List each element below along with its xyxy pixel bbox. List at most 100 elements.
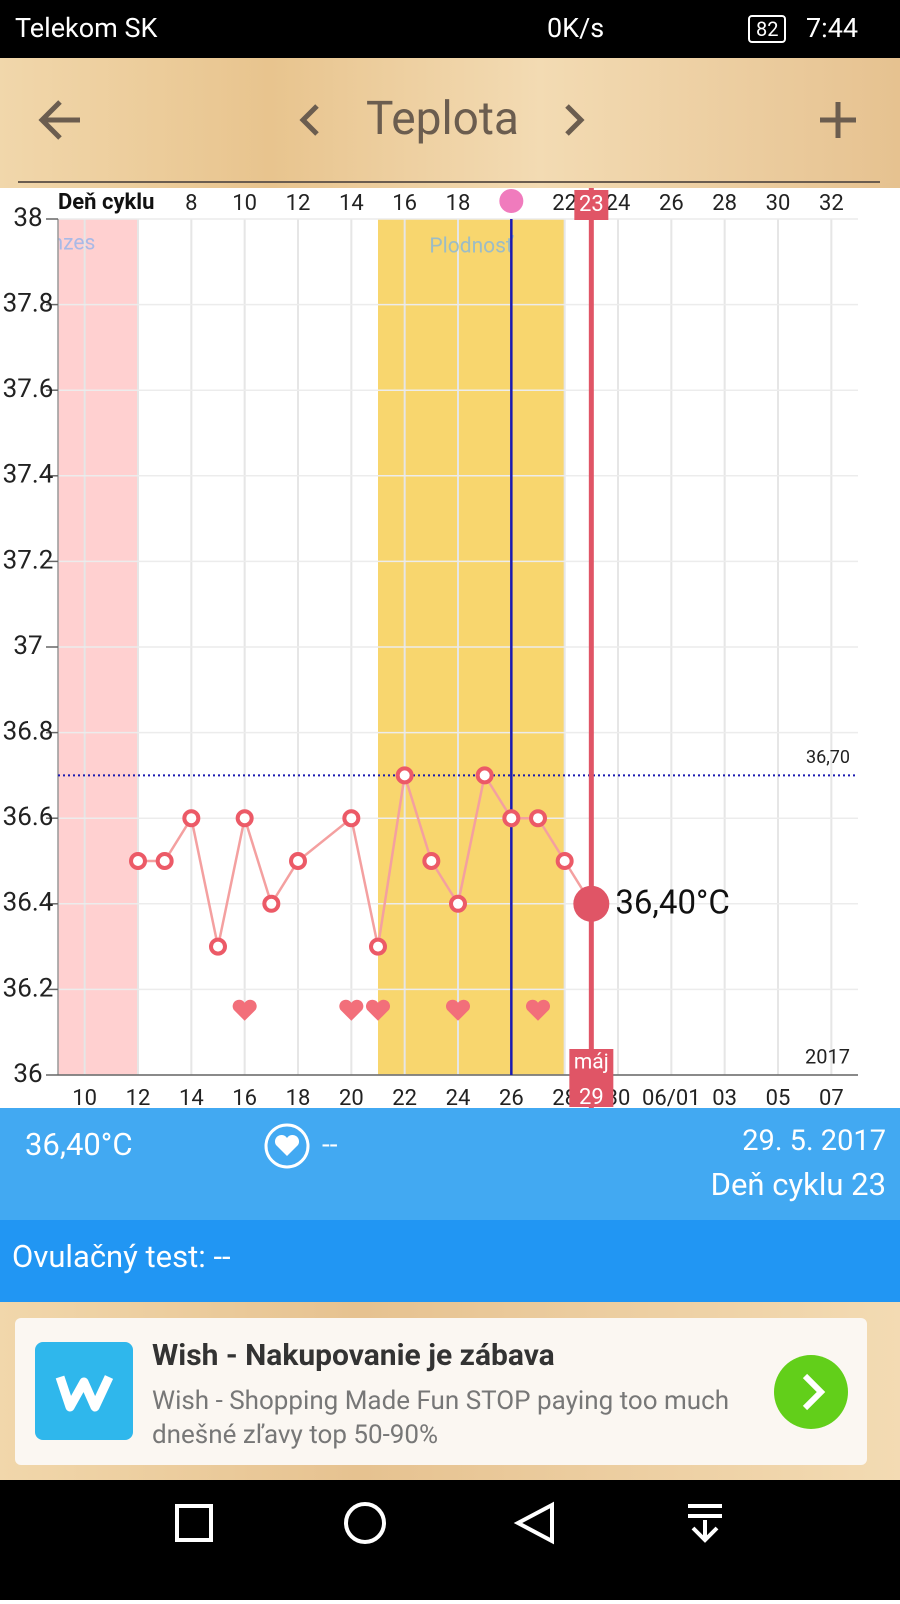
y-tick-label: 36.4 (3, 888, 54, 918)
x-tick-label: 03 (712, 1086, 737, 1108)
temperature-point (449, 894, 467, 913)
x2-tick-label: 12 (286, 191, 311, 216)
ad-title: Wish - Nakupovanie je zábava (152, 1338, 555, 1373)
temperature-point (342, 809, 361, 828)
toolbar-icons (18, 100, 880, 183)
heart (445, 999, 471, 1021)
recents-button[interactable] (175, 1504, 213, 1542)
x-tick-label: 26 (499, 1086, 524, 1108)
x2-tick-label: 30 (766, 191, 791, 216)
carrier: Telekom SK (15, 12, 158, 44)
y-tick-label: 36.2 (3, 973, 54, 1003)
notifications-button[interactable] (688, 1504, 722, 1543)
prev-button[interactable] (299, 104, 319, 136)
temperature-point (395, 766, 414, 785)
temperature-point (289, 852, 307, 870)
x-tick-label: 22 (392, 1086, 417, 1108)
temperature-point (529, 809, 547, 828)
ad-card[interactable]: Wish - Nakupovanie je zábava Wish - Shop… (15, 1318, 867, 1465)
x2-tick-label: 26 (659, 191, 684, 216)
temperature-point (209, 937, 227, 956)
nav-bar (0, 1480, 900, 1600)
y-tick-label: 38 (13, 203, 42, 233)
x-tick-label: 24 (446, 1086, 471, 1108)
heart (339, 999, 364, 1021)
ad-text: Wish - Shopping Made Fun STOP paying too… (152, 1386, 730, 1450)
x-tick-label: 06/01 (642, 1086, 701, 1108)
x2-tick-label: 28 (712, 191, 737, 216)
x2-tick-label: 22 (552, 191, 577, 216)
date: 29. 5. 2017 (742, 1124, 886, 1158)
selected-label: 36,40°C (615, 884, 730, 923)
selected-top-box (574, 190, 609, 220)
x-tick-label: 14 (179, 1086, 204, 1108)
heart (232, 999, 257, 1021)
ovulation-test: Ovulačný test: -- (12, 1238, 231, 1275)
temperature-point (555, 852, 574, 870)
chart: MenzesPlodnosť3636.236.436.636.83737.237… (0, 188, 858, 1108)
ad-banner: Wish - Nakupovanie je zábava Wish - Shop… (0, 1302, 900, 1480)
x-tick-label: 20 (339, 1086, 364, 1108)
temperature-point (129, 852, 147, 870)
x2-tick-label: 10 (232, 191, 257, 216)
ad-logo (35, 1342, 133, 1440)
y-tick-label: 36 (13, 1059, 42, 1089)
selected-point (573, 885, 610, 922)
x2-tick-label: 14 (339, 191, 364, 216)
nav-icons (175, 1501, 722, 1545)
temperature-point (182, 809, 201, 828)
x-axis-title: Deň cyklu (58, 190, 154, 215)
toolbar-title: Teplota (366, 92, 519, 146)
selected-cycle-day: 23 (579, 192, 604, 217)
y-tick-label: 37.2 (3, 545, 54, 575)
selected-bottom-box (569, 1049, 614, 1107)
home-button[interactable] (344, 1502, 386, 1544)
ovulation-bar: Ovulačný test: -- (0, 1220, 900, 1302)
x2-tick-label: 24 (606, 191, 631, 216)
axis-title-bg (58, 188, 176, 218)
heart (365, 999, 391, 1021)
y-tick-label: 37 (13, 631, 42, 661)
x2-tick-label: 8 (185, 191, 197, 216)
x-tick-label: 05 (766, 1086, 791, 1108)
heart-value: -- (322, 1128, 338, 1161)
y-tick-label: 36.6 (3, 802, 54, 832)
temperature-point (369, 937, 387, 956)
cycle-day: Deň cyklu 23 (710, 1166, 886, 1203)
heart-icon[interactable] (263, 1122, 311, 1170)
temperature-point (235, 809, 254, 828)
status-bar: Telekom SK 0K/s 82 7:44 (0, 0, 900, 58)
region-label: Plodnosť (429, 235, 514, 259)
temperature-point (155, 852, 174, 870)
x2-tick-label: 16 (392, 191, 417, 216)
ovulation-dot (499, 189, 524, 213)
x-tick-label: 07 (819, 1086, 844, 1108)
net-speed: 0K/s (547, 12, 605, 44)
battery: 82 (748, 15, 787, 43)
y-tick-label: 37.8 (3, 288, 54, 318)
x-tick-label: 10 (72, 1086, 97, 1108)
selected-date: 29 (579, 1085, 604, 1108)
selected-month: máj (574, 1051, 609, 1075)
back-nav-button[interactable] (513, 1501, 554, 1545)
temperature-point (502, 809, 521, 828)
next-button[interactable] (565, 104, 585, 136)
back-button[interactable] (38, 100, 80, 140)
temperature-point (422, 852, 441, 870)
reference-label: 36,70 (806, 747, 850, 768)
x-tick-label: 16 (232, 1086, 257, 1108)
temperature-point (475, 766, 494, 785)
y-tick-label: 37.6 (3, 374, 54, 404)
temperature: 36,40°C (25, 1126, 133, 1163)
x-tick-label: 12 (126, 1086, 151, 1108)
y-tick-label: 36.8 (3, 716, 54, 746)
toolbar: Teplota (0, 58, 900, 188)
add-button[interactable] (820, 102, 856, 138)
ad-go-button[interactable] (773, 1354, 849, 1430)
heart (525, 999, 551, 1021)
x2-tick-label: 18 (446, 191, 471, 216)
axis-mask (0, 219, 58, 1108)
x2-tick-label: 32 (819, 191, 844, 216)
x-tick-label: 18 (286, 1086, 311, 1108)
